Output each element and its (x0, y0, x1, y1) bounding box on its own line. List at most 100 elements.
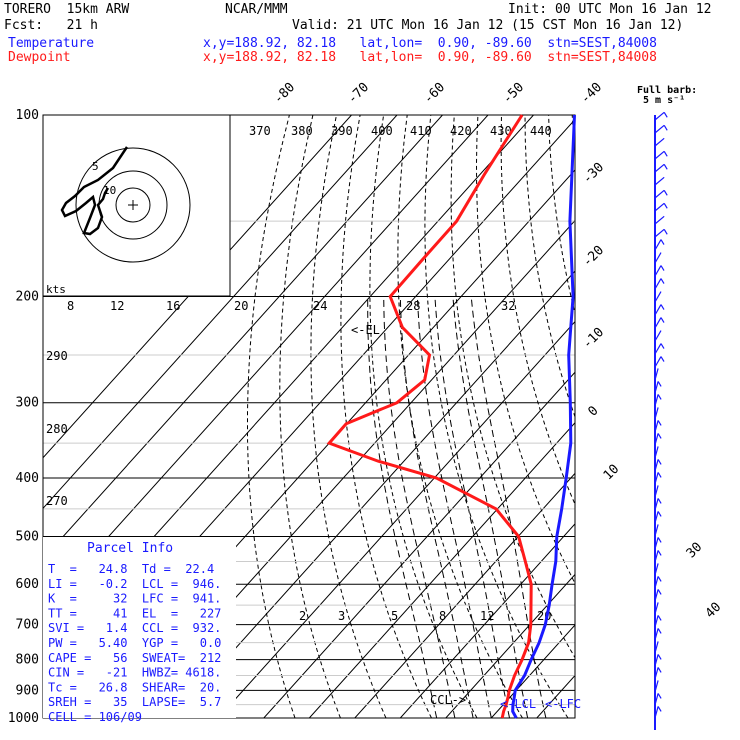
isotherm-label: 10 (601, 462, 623, 484)
isotherm-line (308, 422, 575, 718)
lcl-marker: <-LCL (500, 697, 536, 711)
wind-barb-icon (654, 550, 662, 563)
dry-adiabat (666, 115, 740, 718)
parcel-info-row: PW = 5.40 YGP = 0.0 (48, 636, 221, 650)
wind-barb-icon (654, 330, 662, 342)
wind-barb-icon (654, 124, 668, 134)
dry-adiabat (310, 115, 387, 718)
wind-barb-icon (654, 667, 662, 680)
dry-adiabat (524, 115, 575, 419)
wind-barb-icon (654, 189, 668, 199)
parcel-info-box: Parcel Info T = 24.8 Td = 22.4LI = -0.2 … (43, 537, 236, 724)
isotherm-label: -30 (580, 160, 607, 187)
pressure-label-1000: 1000 (8, 711, 39, 726)
hodograph-ring-5 (115, 187, 151, 223)
isotherm-line (445, 573, 575, 718)
temperature-location: x,y=188.92, 82.18 lat,lon= 0.90, -89.60 … (203, 36, 657, 51)
wind-barb-icon (654, 433, 662, 446)
wind-barb-icon (654, 202, 668, 212)
mixing-ratio-label: 8 (439, 609, 446, 623)
wind-barb-icon (654, 343, 665, 355)
isotherm-line (43, 115, 352, 459)
parcel-info-background (43, 537, 236, 718)
forecast-hour: Fcst: 21 h (4, 18, 98, 33)
dry-adiabat (714, 115, 740, 718)
pressure-label-200: 200 (16, 290, 39, 305)
isotherm-label: -80 (271, 80, 298, 107)
hodograph-trace (60, 146, 129, 236)
wind-barb-icon (654, 680, 659, 693)
parcel-info-row: CAPE = 56 SWEAT= 212 (48, 651, 221, 665)
wind-barb-icon (654, 215, 665, 225)
dry-adiabat-label: 400 (371, 124, 393, 138)
pressure-tick-labels: 100 200 300 400 500 600 700 800 900 1000 (8, 108, 39, 726)
parcel-info-row: K = 32 LFC = 941. (48, 592, 221, 606)
moist-adiabat-label: 16 (166, 299, 180, 313)
dry-adiabat (340, 115, 432, 718)
wind-barb-icon (654, 576, 662, 589)
wind-barb-icon (654, 589, 662, 602)
wind-barb-panel: Full barb: 5 m s⁻¹ (637, 85, 697, 730)
dry-adiabat-label: 420 (450, 124, 472, 138)
parcel-info-title: Parcel Info (87, 541, 173, 556)
wind-barb-icon (654, 304, 665, 316)
wind-barb-icon (654, 654, 662, 667)
wind-barb-icon (654, 511, 662, 524)
pressure-label-100: 100 (16, 108, 39, 123)
wind-barb-icon (654, 150, 668, 160)
moist-adiabat-label: 8 (67, 299, 74, 313)
wind-barb-icon (654, 706, 662, 719)
parcel-info-row: LI = -0.2 LCL = 946. (48, 577, 221, 591)
wind-barb-icon (654, 407, 659, 420)
isotherm-label: -50 (500, 80, 527, 107)
mixing-ratio-label: 5 (391, 609, 398, 623)
wind-barb-icon (654, 228, 668, 238)
wind-barb-icon (654, 356, 665, 368)
moist-adiabat-label: 24 (313, 299, 327, 313)
el-marker: <-EL (351, 323, 380, 337)
hodograph: 5 10 kts (42, 114, 231, 297)
wind-barb-icon (654, 381, 662, 394)
parcel-info-row: TT = 41 EL = 227 (48, 606, 221, 620)
wind-barb-icon (654, 524, 659, 537)
dry-adiabat (369, 115, 478, 718)
wind-barb-icon (654, 537, 662, 550)
hodograph-ring-label-10: 10 (103, 184, 116, 197)
isotherm-line (628, 115, 740, 718)
isotherm-line (263, 371, 575, 718)
wind-barb-icon (654, 291, 662, 303)
wind-barb-icon (654, 446, 659, 459)
isotherm-line (43, 115, 443, 560)
dry-adiabat-label: 390 (331, 124, 353, 138)
ccl-marker: CCL-> (430, 693, 466, 707)
isotherm-line (217, 320, 575, 718)
dry-adiabat-label: 440 (530, 124, 552, 138)
pressure-label-700: 700 (16, 618, 39, 633)
dry-adiabat (548, 115, 575, 316)
parcel-info-row: SVI = 1.4 CCL = 932. (48, 621, 221, 635)
wind-barb-icon (654, 615, 662, 628)
hodograph-units-label: kts (46, 283, 66, 296)
wind-barb-icon (654, 368, 659, 381)
hodograph-ring-label-5: 5 (92, 160, 99, 173)
dry-adiabat (475, 115, 575, 585)
wind-barb-icon (654, 420, 662, 433)
isotherm-label: -40 (578, 80, 605, 107)
dry-adiabat-label: 380 (291, 124, 313, 138)
wind-barb-icon (654, 252, 662, 264)
isotherm-line (172, 270, 575, 718)
isotherm-line (399, 523, 575, 718)
isotherm-label: 30 (684, 540, 706, 562)
wind-barb-icon (654, 459, 662, 472)
model-title: TORERO 15km ARW (4, 2, 130, 17)
dry-adiabat (450, 115, 575, 659)
pressure-label-500: 500 (16, 529, 39, 544)
wind-barb-icon (654, 641, 659, 654)
parcel-info-rows: T = 24.8 Td = 22.4LI = -0.2 LCL = 946.K … (48, 562, 221, 724)
wind-barb-icon (654, 163, 668, 173)
dry-adiabat-label: 370 (249, 124, 271, 138)
source-label: NCAR/MMM (225, 2, 288, 17)
moist-adiabat-label: 20 (234, 299, 248, 313)
wind-barb-icon (654, 111, 668, 121)
wind-barb-icon (654, 176, 665, 186)
